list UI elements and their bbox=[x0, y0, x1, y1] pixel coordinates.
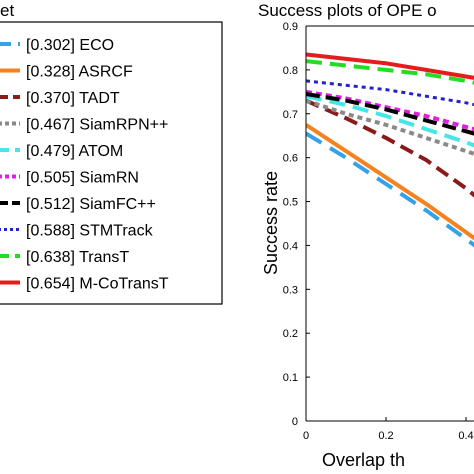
legend-entry: [0.505] SiamRN bbox=[0, 170, 139, 187]
legend-score: [0.479] bbox=[26, 143, 75, 160]
legend-series-name: SiamRPN++ bbox=[79, 117, 168, 134]
legend-entry: [0.479] ATOM bbox=[0, 143, 123, 160]
legend-series-name: SiamRN bbox=[79, 170, 139, 187]
legend-series-name: STMTrack bbox=[79, 223, 153, 240]
legend-score: [0.588] bbox=[26, 223, 75, 240]
y-tick-label: 0 bbox=[292, 416, 298, 428]
y-tick-label: 0.9 bbox=[283, 21, 298, 33]
series-line-transt bbox=[306, 59, 474, 85]
legend-entry: [0.588] STMTrack bbox=[0, 223, 154, 240]
legend-score: [0.505] bbox=[26, 170, 75, 187]
legend-title: et bbox=[0, 1, 14, 20]
legend-entry: [0.302] ECO bbox=[0, 37, 114, 54]
legend-label: [0.370] TADT bbox=[26, 90, 120, 107]
y-tick-label: 0.7 bbox=[283, 109, 298, 121]
x-tick-label: 0 bbox=[303, 430, 309, 442]
y-axis-label: Success rate bbox=[261, 171, 281, 275]
legend-box bbox=[0, 21, 223, 305]
legend-entries: [0.302] ECO[0.328] ASRCF[0.370] TADT[0.4… bbox=[0, 37, 169, 293]
legend-entry: [0.370] TADT bbox=[0, 90, 120, 107]
legend-entry: [0.467] SiamRPN++ bbox=[0, 117, 168, 134]
x-tick-label: 0.4 bbox=[458, 430, 473, 442]
legend-score: [0.654] bbox=[26, 276, 75, 293]
x-axis-label: Overlap th bbox=[322, 450, 405, 470]
legend-label: [0.328] ASRCF bbox=[26, 64, 133, 81]
x-axis-ticks: 0 0.2 0.4 bbox=[303, 417, 474, 442]
legend-score: [0.638] bbox=[26, 249, 75, 266]
legend-entry: [0.638] TransT bbox=[0, 249, 129, 266]
legend-label: [0.588] STMTrack bbox=[26, 223, 154, 240]
legend-score: [0.512] bbox=[26, 196, 75, 213]
series-line-tadt bbox=[306, 98, 474, 198]
legend-entry: [0.654] M-CoTransT bbox=[0, 276, 169, 293]
x-tick-label: 0.2 bbox=[378, 430, 393, 442]
y-axis-ticks: 0 0.1 0.2 0.3 0.4 0.5 0.6 0.7 0.8 0.9 bbox=[283, 21, 310, 428]
y-tick-label: 0.3 bbox=[283, 284, 298, 296]
legend-label: [0.479] ATOM bbox=[26, 143, 123, 160]
legend-label: [0.505] SiamRN bbox=[26, 170, 139, 187]
legend-series-name: M-CoTransT bbox=[79, 276, 168, 293]
series-line-atom bbox=[306, 94, 474, 148]
y-tick-label: 0.6 bbox=[283, 153, 298, 165]
legend-label: [0.512] SiamFC++ bbox=[26, 196, 156, 213]
y-tick-label: 0.8 bbox=[283, 65, 298, 77]
legend-label: [0.654] M-CoTransT bbox=[26, 276, 169, 293]
legend-label: [0.467] SiamRPN++ bbox=[26, 117, 168, 134]
y-tick-label: 0.4 bbox=[283, 240, 298, 252]
legend-entry: [0.512] SiamFC++ bbox=[0, 196, 156, 213]
legend-series-name: TADT bbox=[79, 90, 120, 107]
series-group bbox=[306, 52, 474, 248]
legend-series-name: ATOM bbox=[79, 143, 124, 160]
legend-label: [0.302] ECO bbox=[26, 37, 114, 54]
legend-series-name: ECO bbox=[79, 37, 114, 54]
series-line-asrcf bbox=[306, 123, 474, 241]
legend-series-name: SiamFC++ bbox=[79, 196, 155, 213]
legend-label: [0.638] TransT bbox=[26, 249, 129, 266]
legend-series-name: ASRCF bbox=[79, 64, 133, 81]
series-line-stmtrack bbox=[306, 79, 474, 107]
legend-score: [0.328] bbox=[26, 64, 75, 81]
legend-entry: [0.328] ASRCF bbox=[0, 64, 133, 81]
legend-series-name: TransT bbox=[79, 249, 129, 266]
legend-score: [0.302] bbox=[26, 37, 75, 54]
y-tick-label: 0.2 bbox=[283, 328, 298, 340]
y-tick-label: 0.1 bbox=[283, 372, 298, 384]
series-line-siamfc- bbox=[306, 92, 474, 136]
series-line-eco bbox=[306, 131, 474, 248]
series-line-siamrn bbox=[306, 89, 474, 132]
legend-score: [0.467] bbox=[26, 117, 75, 134]
series-line-m-cotranst bbox=[306, 52, 474, 80]
y-tick-label: 0.5 bbox=[283, 197, 298, 209]
chart-title: Success plots of OPE o bbox=[258, 1, 437, 20]
legend-score: [0.370] bbox=[26, 90, 75, 107]
